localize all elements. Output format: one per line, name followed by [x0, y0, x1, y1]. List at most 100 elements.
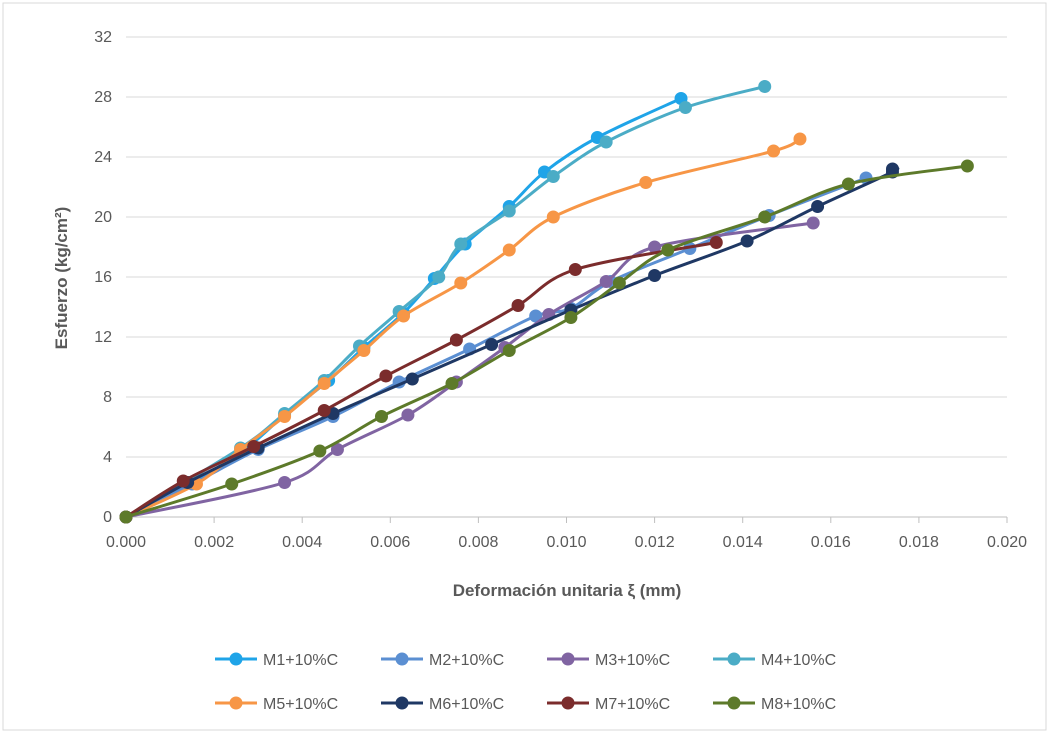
- series-lines: [119, 80, 974, 524]
- x-tick-label: 0.008: [458, 534, 498, 551]
- data-point: [405, 372, 419, 386]
- data-point: [397, 309, 411, 323]
- legend-label: M7+10%C: [595, 696, 670, 713]
- y-tick-label: 28: [94, 89, 112, 106]
- y-axis-title: Esfuerzo (kg/cm²): [52, 207, 71, 350]
- legend-label: M4+10%C: [761, 652, 836, 669]
- data-point: [661, 243, 675, 257]
- x-tick-label: 0.002: [194, 534, 234, 551]
- legend: M1+10%C M2+10%C M3+10%C M4+10%C M5+10%C M6+10…: [215, 652, 836, 713]
- data-point: [511, 299, 525, 312]
- x-tick-label: 0.000: [106, 534, 146, 551]
- y-tick-label: 24: [94, 149, 112, 166]
- x-axis-title: Deformación unitaria ξ (mm): [453, 581, 682, 600]
- y-tick-label: 8: [103, 389, 112, 406]
- data-point: [502, 204, 516, 218]
- data-point: [449, 333, 463, 347]
- series-5: [119, 132, 807, 524]
- data-point: [740, 234, 754, 248]
- x-tick-label: 0.010: [546, 534, 586, 551]
- data-point: [885, 162, 899, 176]
- data-point: [119, 510, 133, 524]
- x-tick-label: 0.020: [987, 534, 1027, 551]
- data-point: [454, 237, 468, 251]
- data-point: [502, 344, 516, 357]
- series-line: [124, 221, 815, 519]
- series-line: [124, 164, 969, 519]
- legend-swatch-marker: [395, 696, 409, 710]
- data-point: [529, 309, 543, 323]
- y-tick-label: 4: [103, 449, 112, 466]
- data-point: [379, 369, 393, 383]
- data-point: [374, 410, 388, 423]
- legend-entry: M2+10%C: [381, 652, 504, 669]
- data-point: [401, 408, 415, 422]
- series-4: [119, 80, 772, 524]
- data-point: [445, 377, 459, 390]
- legend-entry: M4+10%C: [713, 652, 836, 669]
- data-point: [313, 444, 327, 458]
- x-tick-label: 0.006: [370, 534, 410, 551]
- legend-swatch-marker: [561, 696, 575, 710]
- legend-label: M2+10%C: [429, 652, 504, 669]
- data-point: [330, 443, 344, 456]
- data-point: [247, 440, 261, 453]
- data-point: [639, 176, 653, 189]
- legend-swatch-marker: [561, 652, 575, 666]
- series-8: [119, 159, 974, 524]
- legend-label: M5+10%C: [263, 696, 338, 713]
- data-point: [225, 477, 239, 491]
- data-point: [648, 269, 662, 282]
- x-tick-label: 0.016: [811, 534, 851, 551]
- data-point: [793, 132, 807, 146]
- legend-label: M8+10%C: [761, 696, 836, 713]
- data-point: [546, 170, 560, 183]
- legend-entry: M3+10%C: [547, 652, 670, 669]
- y-tick-label: 32: [94, 29, 112, 46]
- data-point: [612, 276, 626, 290]
- legend-swatch-marker: [727, 696, 741, 710]
- legend-entry: M7+10%C: [547, 696, 670, 713]
- data-point: [176, 474, 190, 488]
- data-point: [432, 270, 446, 284]
- data-point: [758, 210, 772, 224]
- legend-entry: M5+10%C: [215, 696, 338, 713]
- data-point: [806, 216, 820, 230]
- data-point: [960, 159, 974, 173]
- axes: 0 4 8 12 16 20 24 28 32 0.000 0.002 0.004 0.006 0.008…: [94, 29, 1027, 551]
- data-point: [317, 377, 331, 390]
- legend-label: M6+10%C: [429, 696, 504, 713]
- data-point: [599, 275, 613, 288]
- data-point: [767, 144, 781, 158]
- legend-swatch-marker: [229, 652, 243, 666]
- x-tick-label: 0.018: [899, 534, 939, 551]
- x-tick-label: 0.012: [635, 534, 675, 551]
- x-tick-label: 0.014: [723, 534, 763, 551]
- series-7: [119, 236, 723, 524]
- data-point: [546, 210, 560, 224]
- data-point: [317, 404, 331, 417]
- data-point: [278, 476, 292, 489]
- data-point: [454, 276, 468, 290]
- data-point: [648, 240, 662, 254]
- legend-label: M1+10%C: [263, 652, 338, 669]
- data-point: [485, 338, 499, 351]
- data-point: [758, 80, 772, 93]
- legend-entry: M1+10%C: [215, 652, 338, 669]
- legend-entry: M8+10%C: [713, 696, 836, 713]
- data-point: [811, 200, 825, 213]
- x-tick-label: 0.004: [282, 534, 322, 551]
- data-point: [841, 177, 855, 191]
- legend-swatch-marker: [727, 652, 741, 666]
- y-tick-label: 0: [103, 509, 112, 526]
- y-tick-label: 12: [94, 329, 112, 346]
- legend-swatch-marker: [229, 696, 243, 710]
- data-point: [564, 311, 578, 324]
- data-point: [599, 135, 613, 149]
- data-point: [568, 263, 582, 276]
- legend-swatch-marker: [395, 652, 409, 666]
- legend-entry: M6+10%C: [381, 696, 504, 713]
